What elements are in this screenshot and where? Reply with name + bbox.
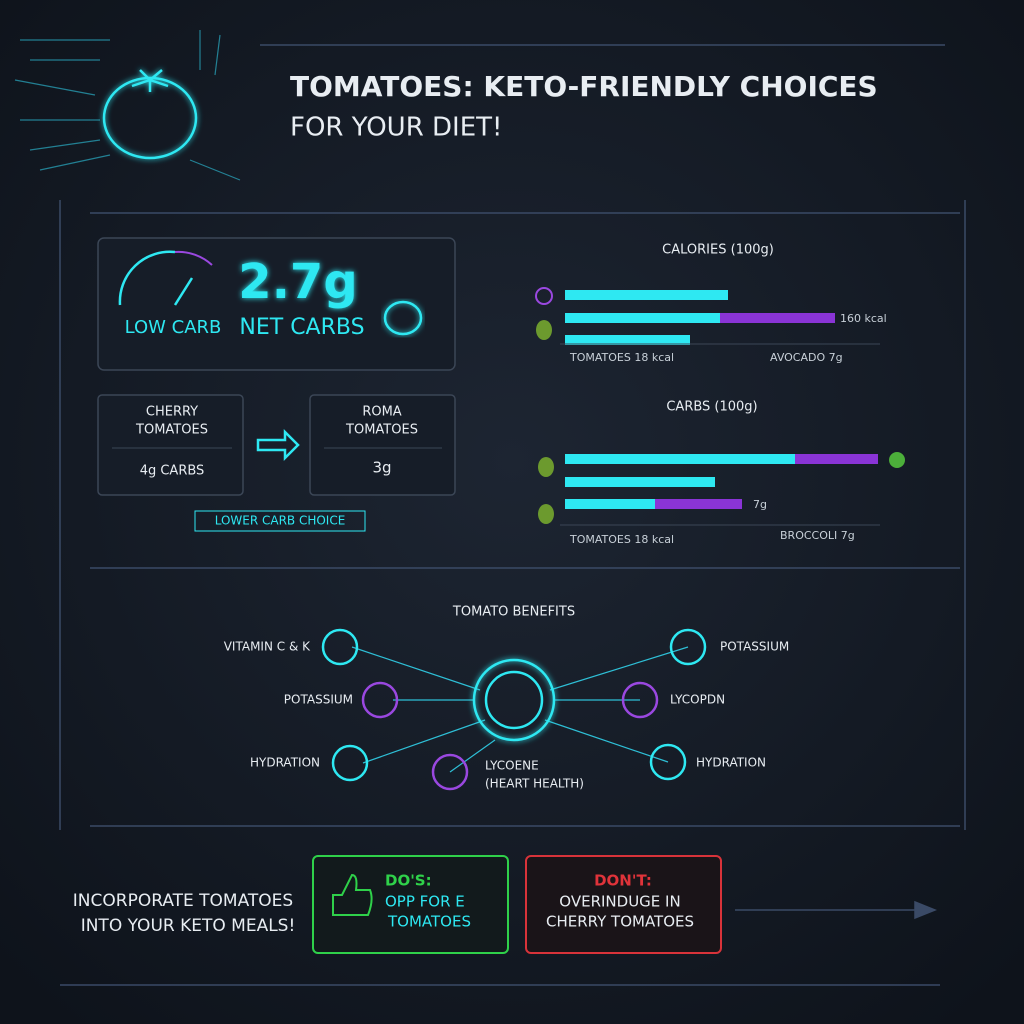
footer-left: TOMATOES 18 kcal <box>569 533 674 546</box>
gauge-arc <box>118 250 176 306</box>
circuit-lines <box>14 30 241 181</box>
dos-box <box>312 855 509 954</box>
cherry-carbs: 4g CARBS <box>140 464 205 479</box>
frame-lines <box>59 44 966 986</box>
donts-heading: DON'T: <box>594 872 652 890</box>
icon-part <box>131 69 169 92</box>
bar-decor <box>565 477 715 487</box>
benefit-label: POTASSIUM <box>284 693 353 707</box>
title: TOMATOES: KETO-FRIENDLY CHOICES <box>290 70 878 103</box>
roma-carbs: 3g <box>372 459 391 477</box>
calories-title: CALORIES (100g) <box>662 243 774 258</box>
benefit-icons <box>321 628 707 791</box>
broccoli-icon <box>889 452 905 468</box>
cherry-name: CHERRY <box>146 405 198 420</box>
donts-text: OVERINDUGE IN <box>559 893 680 911</box>
roma-box <box>309 394 456 496</box>
net-carbs-panel <box>97 237 456 371</box>
dos-text: TOMATOES <box>387 913 471 931</box>
icon-part <box>669 628 707 666</box>
cta: INTO YOUR KETO MEALS! <box>81 916 296 936</box>
bar-decor <box>655 499 742 509</box>
arrow <box>735 900 938 920</box>
dos-heading: DO'S: <box>385 872 432 890</box>
tomato-logo <box>102 69 198 160</box>
cherry-name: TOMATOES <box>135 423 208 438</box>
avocado-icon <box>538 457 554 477</box>
benefit-label: (HEART HEALTH) <box>485 777 584 791</box>
benefit-label: VITAMIN C & K <box>224 640 311 654</box>
roma-name: ROMA <box>362 405 401 420</box>
bar-decor <box>565 499 655 509</box>
dos-text: OPP FOR E <box>385 893 465 911</box>
bar-decor <box>565 313 720 323</box>
donts-text: CHERRY TOMATOES <box>546 913 694 931</box>
bar-decor <box>565 335 690 345</box>
thumbs-up-icon <box>332 873 373 916</box>
arrow <box>256 428 300 462</box>
gauge-arc <box>174 250 213 266</box>
center-hub <box>472 658 556 742</box>
benefit-label: HYDRATION <box>250 756 320 770</box>
benefit-label: LYCOPDN <box>670 693 725 707</box>
bar-decor <box>565 454 795 464</box>
benefit-label: HYDRATION <box>696 756 766 770</box>
center-hub <box>484 670 544 730</box>
bar-label: 7g <box>753 498 767 511</box>
icon-part <box>431 753 469 791</box>
gauge-label: LOW CARB <box>125 317 222 338</box>
bar-decor <box>795 454 878 464</box>
cherry-box <box>97 394 244 496</box>
tomato-icon <box>383 300 423 336</box>
subtitle: FOR YOUR DIET! <box>290 113 502 143</box>
badge-label: LOWER CARB CHOICE <box>215 514 346 528</box>
footer-right: BROCCOLI 7g <box>780 529 855 542</box>
icon-part <box>361 681 399 719</box>
icon-part <box>321 628 359 666</box>
net-carbs-value: 2.7g <box>238 254 357 310</box>
icon-part <box>102 76 198 160</box>
net-carbs-label: NET CARBS <box>239 315 364 340</box>
bar-decor <box>565 290 728 300</box>
connectors <box>351 646 689 773</box>
gauge-needle <box>173 277 194 306</box>
bar-decor <box>720 313 835 323</box>
icon-part <box>649 743 687 781</box>
avocado-icon <box>538 504 554 524</box>
footer-left: TOMATOES 18 kcal <box>569 351 674 364</box>
roma-name: TOMATOES <box>345 423 418 438</box>
bar-label: 160 kcal <box>840 312 887 325</box>
avocado-icon <box>536 320 552 340</box>
benefit-label: POTASSIUM <box>720 640 789 654</box>
footer-right: AVOCADO 7g <box>770 351 843 364</box>
icon-part <box>621 681 659 719</box>
tomato-icon <box>535 287 553 305</box>
donts-box <box>525 855 722 954</box>
carbs-title: CARBS (100g) <box>666 400 757 415</box>
cta: INCORPORATE TOMATOES <box>73 891 293 911</box>
badge <box>194 510 366 532</box>
icon-part <box>331 744 369 782</box>
benefits-title: TOMATO BENEFITS <box>452 605 575 620</box>
benefit-label: LYCOENE <box>485 759 539 773</box>
